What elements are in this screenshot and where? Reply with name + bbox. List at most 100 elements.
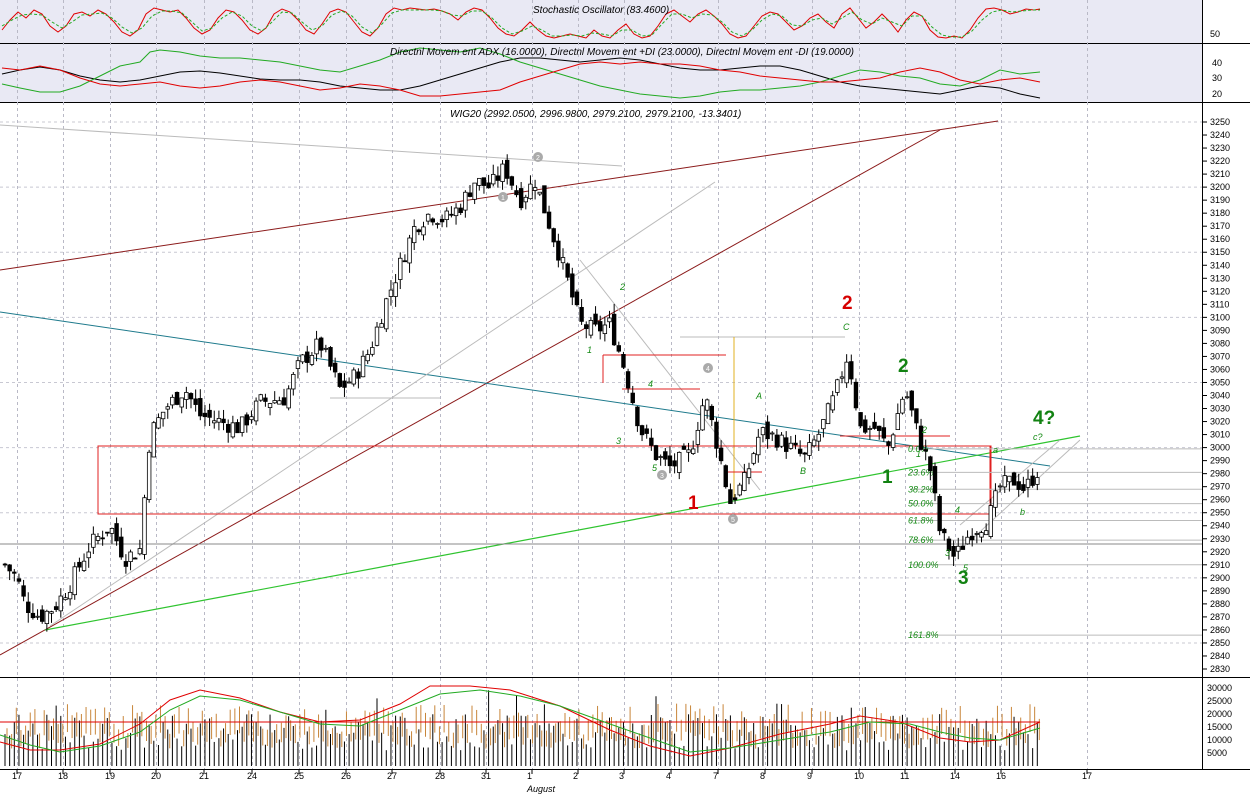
price-ytick-3170: 3170 <box>1210 221 1230 231</box>
candle-body-193 <box>900 398 905 414</box>
wave-label-red-2: 2 <box>842 293 853 314</box>
candle-body-215 <box>1002 475 1007 488</box>
candle-body-110 <box>514 190 519 196</box>
candle-body-85 <box>398 257 403 280</box>
candle-body-65 <box>305 351 310 363</box>
candle-body-17 <box>81 560 87 571</box>
small-wave-C: C <box>843 322 850 332</box>
candle-body-197 <box>918 425 924 450</box>
x-tick-3: 20 <box>151 771 161 781</box>
candle-body-2 <box>12 571 17 574</box>
x-tick-8: 27 <box>387 771 397 781</box>
price-ytick-3160: 3160 <box>1210 234 1230 244</box>
x-tick-19: 11 <box>900 771 909 781</box>
candle-body-1 <box>7 564 12 572</box>
candle-body-183 <box>853 381 859 409</box>
candle-body-13 <box>63 597 68 601</box>
candle-body-96 <box>449 213 454 216</box>
candle-body-190 <box>886 441 891 446</box>
candle-body-222 <box>1035 477 1040 485</box>
x-tick-9: 28 <box>435 771 445 781</box>
price-ytick-2880: 2880 <box>1210 599 1230 609</box>
candle-body-198 <box>923 449 928 452</box>
candle-body-77 <box>360 355 366 378</box>
stochastic-series <box>1 7 1041 39</box>
candle-body-168 <box>784 437 789 452</box>
candle-body-57 <box>267 403 273 408</box>
circled-labels: 1 2 3 4 5 <box>498 152 738 524</box>
grey-top-line <box>0 124 623 167</box>
x-tick-12: 2 <box>573 771 578 781</box>
x-tick-4: 21 <box>199 771 209 781</box>
dmi-ytick-30: 30 <box>1212 73 1222 83</box>
channel-lower-line <box>0 129 941 656</box>
candle-body-173 <box>807 442 812 456</box>
price-ytick-3050: 3050 <box>1210 377 1230 387</box>
price-ytick-3070: 3070 <box>1210 351 1230 361</box>
candle-body-141 <box>658 456 663 458</box>
candle-body-16 <box>77 561 82 568</box>
x-tick-16: 8 <box>760 771 765 781</box>
candle-body-66 <box>309 354 315 365</box>
candle-body-100 <box>467 192 473 197</box>
candle-body-201 <box>937 496 942 532</box>
candle-body-94 <box>439 218 445 223</box>
candle-body-188 <box>877 425 882 431</box>
price-ytick-3010: 3010 <box>1210 430 1230 440</box>
candle-body-121 <box>565 263 570 278</box>
small-wave-3: 3 <box>616 436 621 446</box>
candle-body-191 <box>890 434 896 448</box>
candle-body-151 <box>704 399 710 411</box>
price-ytick-3240: 3240 <box>1210 130 1230 140</box>
candle-body-177 <box>825 403 831 425</box>
price-ytick-3020: 3020 <box>1210 417 1230 427</box>
candle-body-0 <box>2 563 8 566</box>
plus-di-line <box>1 47 1041 99</box>
fib-label-1: 23.6% <box>907 467 934 477</box>
volume-ma-red <box>0 685 1041 757</box>
candle-body-118 <box>551 228 556 243</box>
price-ytick-3060: 3060 <box>1210 364 1230 374</box>
x-tick-13: 3 <box>619 771 624 781</box>
volume-panel <box>0 678 1202 769</box>
candle-body-82 <box>384 298 389 330</box>
price-ytick-2900: 2900 <box>1210 573 1230 583</box>
grey-fan-line <box>579 259 761 491</box>
price-ytick-2860: 2860 <box>1210 625 1230 635</box>
dmi-ytick-20: 20 <box>1212 89 1222 99</box>
circle-marker-2 <box>533 152 543 162</box>
candle-body-171 <box>797 448 803 454</box>
wave-label-green-2: 2 <box>898 356 909 377</box>
price-ytick-2840: 2840 <box>1210 651 1230 661</box>
candle-body-220 <box>1025 478 1031 488</box>
candle-body-87 <box>407 237 412 264</box>
candle-body-209 <box>974 533 980 535</box>
price-ytick-3080: 3080 <box>1210 338 1230 348</box>
candle-body-199 <box>928 456 933 472</box>
candle-body-54 <box>253 400 259 422</box>
candle-body-59 <box>277 400 282 405</box>
small-wave-1: 1 <box>587 345 592 355</box>
candle-body-162 <box>756 436 761 456</box>
candle-body-15 <box>72 566 77 596</box>
candle-body-73 <box>342 380 347 388</box>
candle-body-105 <box>491 173 496 185</box>
candle-body-18 <box>86 551 91 559</box>
adx-line <box>1 57 1041 99</box>
candle-body-20 <box>95 536 101 541</box>
candle-body-202 <box>942 528 947 534</box>
candle-body-28 <box>132 557 138 560</box>
grey-diagonal-line <box>49 181 716 627</box>
volume-ytick-15000: 15000 <box>1207 722 1232 732</box>
candle-body-194 <box>904 396 910 399</box>
price-ytick-3200: 3200 <box>1210 182 1230 192</box>
trend-lines <box>0 120 1081 656</box>
x-tick-22: 17 <box>1082 771 1092 781</box>
axis-column <box>1203 0 1250 795</box>
candle-body-23 <box>109 528 115 534</box>
candle-body-207 <box>965 536 970 545</box>
x-tick-7: 26 <box>341 771 351 781</box>
candle-body-106 <box>495 175 501 181</box>
circle-marker-4 <box>703 363 713 373</box>
